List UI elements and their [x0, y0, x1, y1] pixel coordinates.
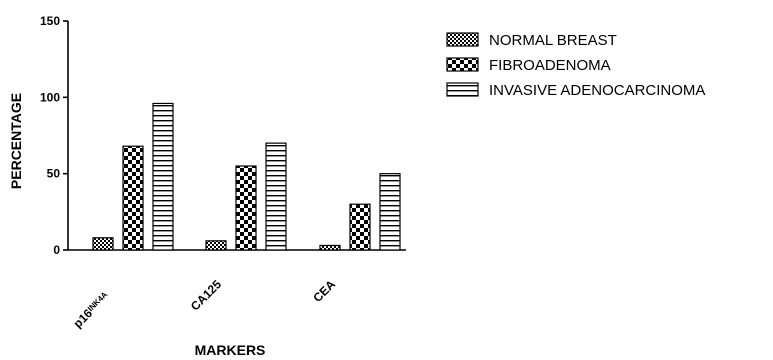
x-tick-label: CEA [310, 277, 338, 305]
bar-ca125-series-2 [235, 165, 257, 251]
legend-label-3: INVASIVE ADENOCARCINOMA [489, 82, 705, 99]
legend-swatch-2 [446, 57, 479, 72]
legend-swatch-3 [446, 82, 479, 97]
x-axis-title: MARKERS [195, 342, 266, 358]
x-tick-label: CA125 [188, 277, 225, 314]
bar-ca125-series-1 [205, 240, 227, 251]
legend-label-2: FIBROADENOMA [489, 57, 611, 74]
y-axis-title: PERCENTAGE [8, 93, 24, 189]
bar-cea-series-2 [349, 203, 371, 251]
bar-ca125-series-3 [265, 142, 287, 251]
x-tick-label-base: CA125 [188, 277, 225, 314]
x-tick-label-superscript: INK4A [86, 290, 109, 313]
y-tick-label: 100 [40, 90, 60, 104]
bars [92, 102, 401, 251]
x-tick-label-base: CEA [310, 277, 338, 305]
legend: NORMAL BREAST FIBROADENOMA INVASIVE ADENOC… [446, 32, 705, 99]
x-tick-label: p16INK4A [71, 289, 113, 331]
x-tick-labels: p16INK4A CA125 CEA [71, 277, 339, 331]
y-axis: 0 50 100 150 [40, 14, 69, 257]
legend-swatch-1 [446, 32, 479, 47]
bar-p16ink4a-series-1 [92, 237, 114, 251]
bar-cea-series-1 [319, 244, 341, 251]
y-tick-label: 150 [40, 14, 60, 28]
y-tick-label: 50 [47, 167, 61, 181]
y-tick-label: 0 [53, 243, 60, 257]
bar-p16ink4a-series-3 [152, 102, 174, 251]
bar-cea-series-3 [379, 173, 401, 251]
legend-label-1: NORMAL BREAST [489, 32, 617, 49]
bar-p16ink4a-series-2 [122, 145, 144, 251]
